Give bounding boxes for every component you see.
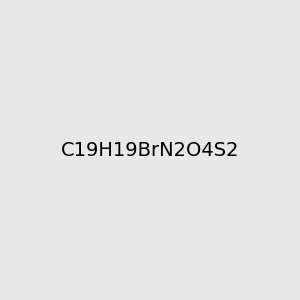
Text: C19H19BrN2O4S2: C19H19BrN2O4S2 — [61, 140, 239, 160]
